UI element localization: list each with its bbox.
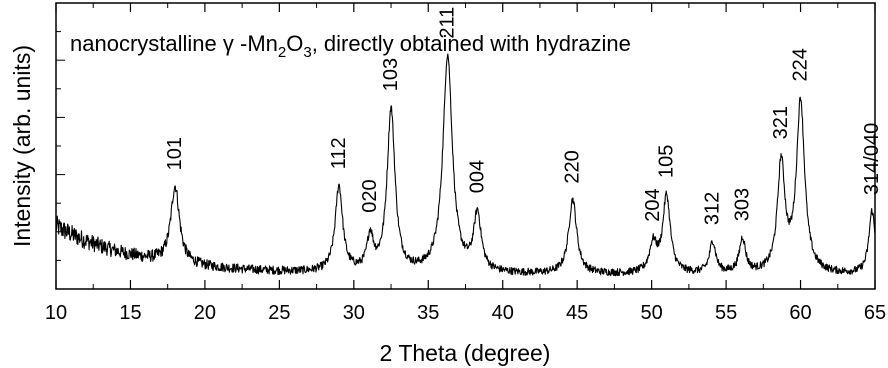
peak-label: 224 [790, 48, 812, 81]
y-axis-ticks [56, 2, 65, 290]
peak-label: 105 [656, 145, 678, 178]
peak-label: 303 [732, 188, 754, 221]
x-tick-label: 35 [417, 302, 439, 324]
peak-label: 220 [562, 150, 584, 183]
title-prefix: nanocrystalline [70, 31, 223, 56]
x-tick-label: 25 [268, 302, 290, 324]
x-axis-tick-labels: 10 15 20 25 30 35 40 45 50 55 60 65 [45, 302, 886, 324]
peak-label: 101 [164, 137, 186, 170]
y-axis-title: Intensity (arb. units) [9, 45, 35, 247]
x-tick-label: 10 [45, 302, 67, 324]
x-axis-title: 2 Theta (degree) [380, 340, 551, 366]
title-formula-a: -Mn [234, 31, 278, 56]
x-tick-label: 20 [194, 302, 216, 324]
peak-label: 321 [770, 106, 792, 139]
x-tick-label: 65 [864, 302, 886, 324]
x-tick-label: 15 [119, 302, 141, 324]
x-tick-label: 40 [492, 302, 514, 324]
peak-label: 312 [702, 192, 724, 225]
x-tick-label: 60 [789, 302, 811, 324]
x-tick-label: 45 [566, 302, 588, 324]
title-subscript-b: 3 [303, 44, 311, 61]
peak-label: 020 [359, 179, 381, 212]
title-gamma: γ [223, 31, 234, 56]
x-tick-label: 30 [343, 302, 365, 324]
chart-title: nanocrystalline γ -Mn2O3, directly obtai… [70, 31, 631, 61]
x-tick-label: 50 [641, 302, 663, 324]
diffraction-pattern-line [55, 53, 876, 277]
peak-label: 314/040 [861, 123, 883, 195]
peak-label: 103 [380, 58, 402, 91]
peak-labels: 101 112 020 103 211 004 220 204 105 312 303 321 224 3… [164, 7, 883, 225]
peak-label: 004 [466, 160, 488, 193]
x-axis-ticks [55, 3, 876, 289]
title-suffix: , directly obtained with hydrazine [312, 31, 631, 56]
peak-label: 211 [437, 7, 459, 39]
peak-label: 204 [642, 188, 664, 221]
title-formula-b: O [286, 31, 303, 56]
title-subscript-a: 2 [278, 44, 286, 61]
x-tick-label: 55 [715, 302, 737, 324]
peak-label: 112 [328, 137, 350, 169]
